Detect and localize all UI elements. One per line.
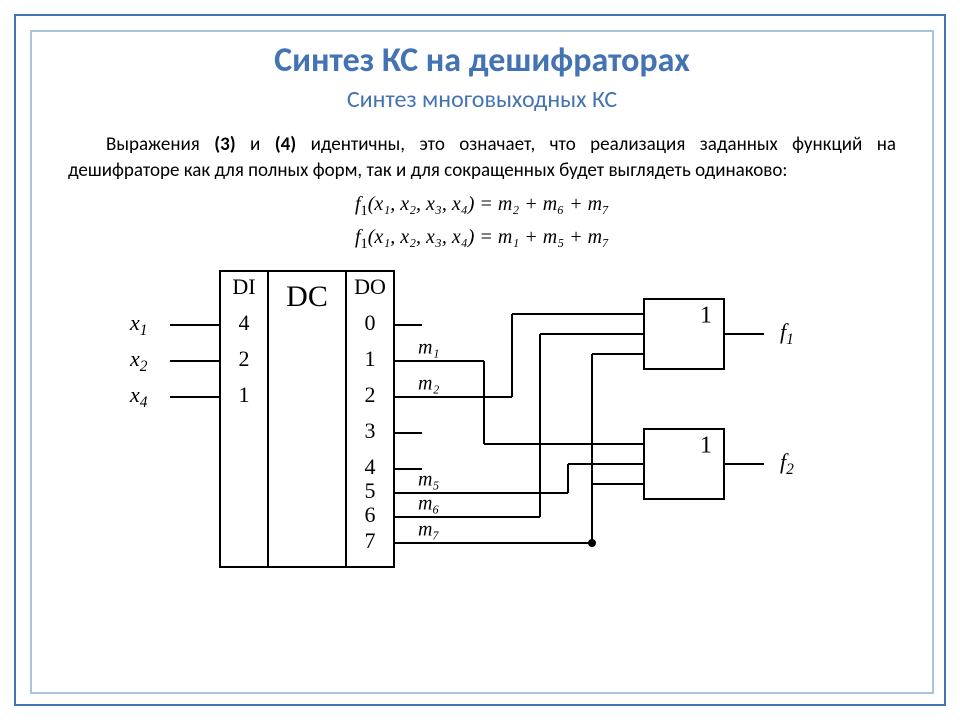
page-subtitle: Синтез многовыходных КС — [32, 85, 932, 114]
svg-text:2: 2 — [365, 382, 376, 407]
outer-border: Синтез КС на дешифраторах Синтез многовы… — [14, 14, 946, 706]
circuit-svg: DIDODC42101234567x1x2x41f11f2m₁m₂m₅m₆m₇ — [32, 259, 932, 609]
circuit-diagram: DIDODC42101234567x1x2x41f11f2m₁m₂m₅m₆m₇ — [32, 259, 932, 609]
svg-text:6: 6 — [365, 502, 376, 527]
svg-text:1: 1 — [700, 433, 712, 459]
svg-text:4: 4 — [239, 310, 250, 335]
svg-text:m₂: m₂ — [418, 373, 439, 395]
svg-text:m₅: m₅ — [418, 469, 439, 491]
svg-text:f1: f1 — [780, 319, 794, 347]
svg-text:x4: x4 — [129, 382, 148, 410]
svg-text:1: 1 — [365, 346, 376, 371]
eq2-fsub: 1 — [361, 236, 368, 252]
svg-text:4: 4 — [365, 454, 376, 479]
svg-text:1: 1 — [700, 303, 712, 329]
equations-block: f1(x₁, x₂, x₃, x₄) = m₂ + m₆ + m₇ f1(x₁,… — [32, 193, 932, 253]
inner-border: Синтез КС на дешифраторах Синтез многовы… — [30, 30, 934, 694]
page-title: Синтез КС на дешифраторах — [32, 40, 932, 81]
para-bold-4: (4) — [275, 133, 296, 156]
svg-text:x2: x2 — [129, 346, 148, 374]
svg-text:DO: DO — [354, 274, 386, 299]
svg-text:f2: f2 — [780, 449, 794, 477]
equation-2: f1(x₁, x₂, x₃, x₄) = m₁ + m₅ + m₇ — [32, 226, 932, 253]
eq1-rest: (x₁, x₂, x₃, x₄) = m₂ + m₆ + m₇ — [368, 193, 609, 215]
svg-text:DI: DI — [232, 274, 255, 299]
svg-text:2: 2 — [239, 346, 250, 371]
eq2-rest: (x₁, x₂, x₃, x₄) = m₁ + m₅ + m₇ — [368, 226, 609, 248]
svg-text:5: 5 — [365, 478, 376, 503]
svg-text:3: 3 — [365, 418, 376, 443]
para-p3: и — [236, 133, 275, 156]
eq1-fsub: 1 — [361, 203, 368, 219]
svg-text:m₇: m₇ — [418, 519, 439, 541]
equation-1: f1(x₁, x₂, x₃, x₄) = m₂ + m₆ + m₇ — [32, 193, 932, 220]
svg-text:m₆: m₆ — [418, 493, 439, 515]
svg-text:m₁: m₁ — [418, 337, 439, 359]
para-bold-3: (3) — [214, 133, 235, 156]
svg-text:DC: DC — [286, 280, 328, 313]
svg-text:1: 1 — [239, 382, 250, 407]
para-p1: Выражения — [106, 133, 214, 156]
body-paragraph: Выражения (3) и (4) идентичны, это означ… — [68, 132, 896, 183]
svg-text:0: 0 — [365, 310, 376, 335]
svg-text:x1: x1 — [129, 310, 147, 338]
svg-text:7: 7 — [365, 528, 376, 553]
